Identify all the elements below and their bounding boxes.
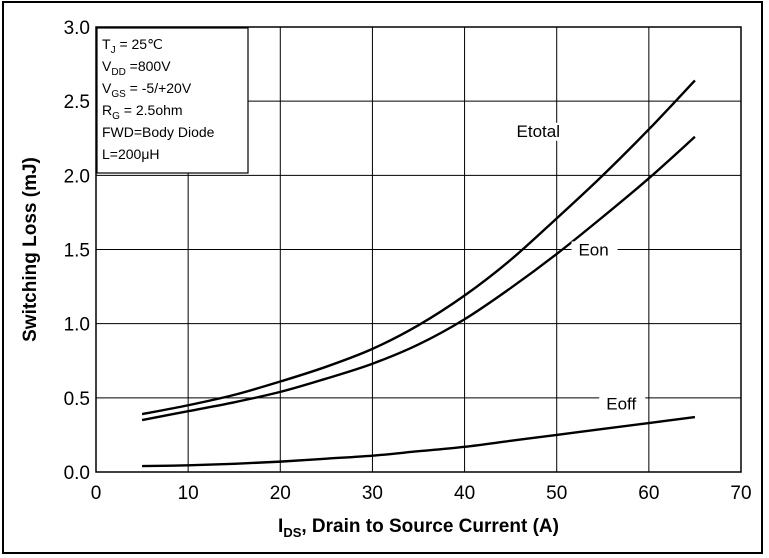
- y-tick-label: 2.0: [64, 166, 90, 187]
- series-line-eon: [141, 135, 696, 422]
- x-tick-label: 40: [454, 483, 475, 504]
- x-tick-label: 50: [546, 483, 567, 504]
- y-axis-ticks: 0.0 0.5 1.0 1.5 2.0 2.5 3.0: [64, 18, 90, 484]
- y-tick-label: 3.0: [64, 18, 90, 39]
- y-tick-label: 0.0: [64, 463, 90, 484]
- x-tick-label: 30: [362, 483, 383, 504]
- y-tick-label: 1.0: [64, 315, 90, 336]
- series-line-eoff: [142, 415, 696, 468]
- x-tick-label: 20: [270, 483, 291, 504]
- x-axis-ticks: 0 10 20 30 40 50 60 70: [91, 483, 752, 504]
- series-line-etotal: [141, 79, 696, 416]
- grid-lines: [95, 26, 742, 473]
- y-tick-label: 1.5: [64, 241, 90, 262]
- conditions-box-border: [96, 27, 249, 174]
- series-labels: Etotal Eon Eoff: [516, 122, 646, 414]
- series-label-bg: [571, 241, 618, 260]
- condition-line: FWD=Body Diode: [102, 124, 215, 140]
- condition-line: RG = 2.5ohm: [102, 102, 183, 122]
- condition-line: VDD =800V: [102, 58, 171, 78]
- condition-line: TJ = 25℃: [102, 36, 163, 56]
- condition-line: L=200μH: [102, 146, 160, 162]
- y-tick-label: 2.5: [64, 92, 90, 113]
- condition-line: VGS = -5/+20V: [102, 80, 192, 100]
- x-axis-title: IDS, Drain to Source Current (A): [278, 516, 559, 540]
- y-axis-title: Switching Loss (mJ): [20, 157, 41, 342]
- series-label-eon: Eon: [578, 240, 608, 259]
- series-label-bg: [516, 122, 563, 141]
- x-tick-label: 70: [730, 483, 751, 504]
- switching-loss-chart: 0 10 20 30 40 50 60 70 0.0 0.5 1.0 1.5 2.0 2.5 3.0 Et…: [20, 18, 752, 540]
- x-tick-label: 60: [638, 483, 659, 504]
- x-tick-label: 0: [91, 483, 102, 504]
- series-label-etotal: Etotal: [517, 122, 560, 141]
- series-lines: [141, 79, 696, 468]
- x-tick-label: 10: [178, 483, 199, 504]
- plot-area-border: [95, 26, 742, 473]
- series-label-bg: [599, 395, 646, 414]
- series-label-eoff: Eoff: [606, 395, 636, 414]
- y-tick-label: 0.5: [64, 389, 90, 410]
